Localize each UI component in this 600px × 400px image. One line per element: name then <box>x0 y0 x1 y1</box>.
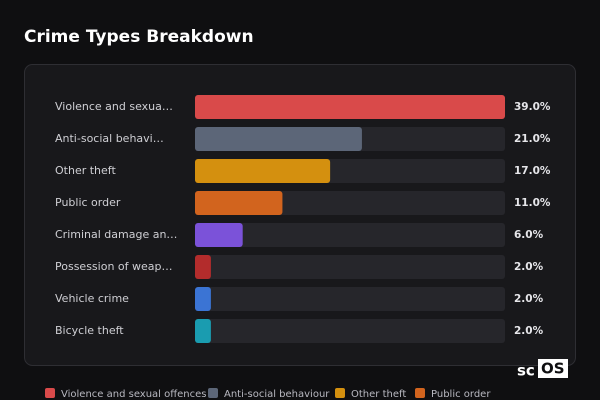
legend-label: Anti-social behaviour <box>224 389 330 400</box>
value-label: 2.0% <box>514 293 544 305</box>
value-label: 11.0% <box>514 197 551 209</box>
value-label: 39.0% <box>514 101 551 113</box>
value-label: 21.0% <box>514 133 551 145</box>
category-label: Public order <box>55 196 121 209</box>
legend-label: Other theft <box>351 389 406 400</box>
bar <box>195 287 211 311</box>
category-label: Violence and sexua… <box>55 100 173 113</box>
legend-label: Violence and sexual offences <box>61 389 207 400</box>
category-label: Possession of weap… <box>55 260 173 273</box>
legend-swatch <box>415 388 425 398</box>
value-label: 2.0% <box>514 261 544 273</box>
bar <box>195 159 331 183</box>
watermark-box <box>538 359 568 378</box>
category-label: Bicycle theft <box>55 324 124 337</box>
bar <box>195 319 211 343</box>
bar-track <box>195 255 505 279</box>
bar <box>195 255 211 279</box>
category-label: Vehicle crime <box>55 292 129 305</box>
value-label: 6.0% <box>514 229 544 241</box>
watermark: OS <box>541 360 565 378</box>
bar-track <box>195 287 505 311</box>
category-label: Anti-social behavi… <box>55 132 164 145</box>
watermark: sc <box>517 362 535 380</box>
bar-track <box>195 223 505 247</box>
legend-label: Public order <box>431 389 491 400</box>
chart-title: Crime Types Breakdown <box>24 27 254 47</box>
bar <box>195 95 505 119</box>
value-label: 17.0% <box>514 165 551 177</box>
bar <box>195 127 362 151</box>
legend-swatch <box>335 388 345 398</box>
legend-swatch <box>208 388 218 398</box>
category-label: Criminal damage an… <box>55 228 177 241</box>
legend-swatch <box>45 388 55 398</box>
bar-track <box>195 319 505 343</box>
bar <box>195 223 243 247</box>
bar <box>195 191 283 215</box>
category-label: Other theft <box>55 164 116 177</box>
value-label: 2.0% <box>514 325 544 337</box>
